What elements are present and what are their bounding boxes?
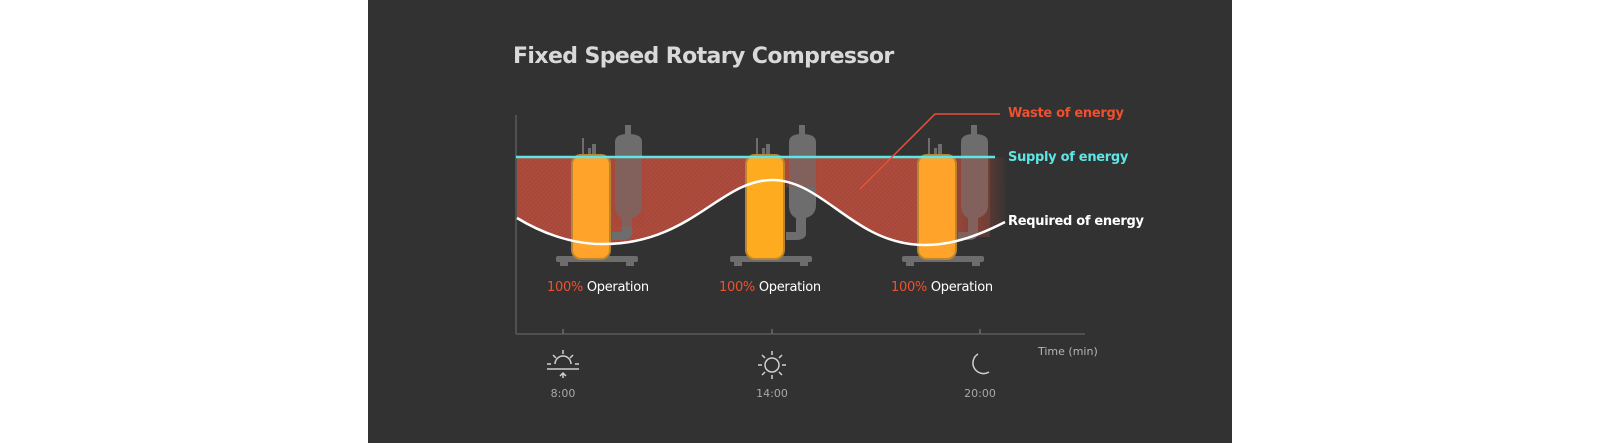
legend-waste: Waste of energy xyxy=(1008,106,1124,121)
diagram-title: Fixed Speed Rotary Compressor xyxy=(513,44,894,69)
operation-label-1: 100% Operation xyxy=(547,280,649,295)
operation-text: Operation xyxy=(758,280,821,295)
tick-label-20: 20:00 xyxy=(964,387,996,400)
operation-percent: 100% xyxy=(719,280,755,295)
compressor-2 xyxy=(730,125,816,266)
operation-text: Operation xyxy=(586,280,649,295)
moon-icon xyxy=(972,353,990,375)
operation-percent: 100% xyxy=(547,280,583,295)
operation-label-3: 100% Operation xyxy=(891,280,993,295)
required-curve xyxy=(516,178,1006,247)
tick-label-14: 14:00 xyxy=(756,387,788,400)
operation-percent: 100% xyxy=(891,280,927,295)
x-axis-label: Time (min) xyxy=(1038,345,1098,358)
legend-supply: Supply of energy xyxy=(1008,150,1129,165)
operation-label-2: 100% Operation xyxy=(719,280,821,295)
legend-required: Required of energy xyxy=(1008,214,1144,229)
compressor-1 xyxy=(556,125,642,266)
sunrise-icon xyxy=(547,350,579,378)
tick-label-8: 8:00 xyxy=(550,387,576,400)
sun-icon xyxy=(758,351,786,379)
waste-pointer xyxy=(859,113,1000,190)
compressor-3 xyxy=(902,125,988,266)
operation-text: Operation xyxy=(930,280,993,295)
